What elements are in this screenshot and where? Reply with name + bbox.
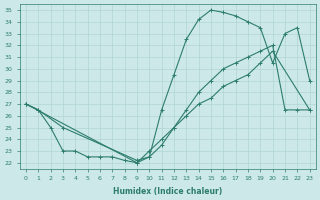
- X-axis label: Humidex (Indice chaleur): Humidex (Indice chaleur): [113, 187, 222, 196]
